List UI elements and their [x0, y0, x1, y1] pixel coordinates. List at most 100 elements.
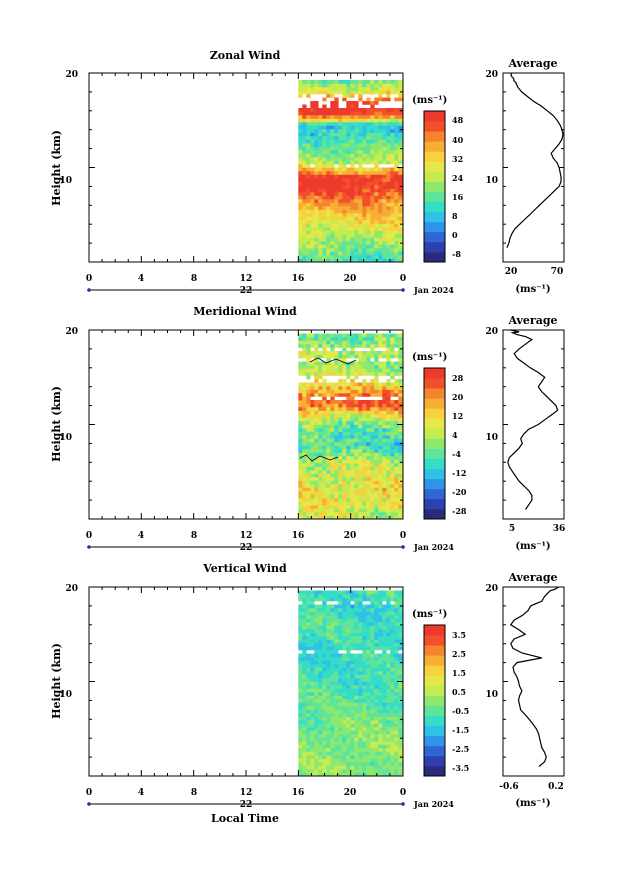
heatmap-cell	[342, 354, 347, 359]
heatmap-cell	[382, 452, 387, 457]
heatmap-cell	[342, 97, 347, 102]
heatmap-cell	[362, 758, 367, 763]
heatmap-cell	[358, 477, 363, 481]
heatmap-cell	[362, 709, 367, 714]
heatmap-cell	[382, 473, 387, 478]
heatmap-cell	[350, 688, 355, 693]
heatmap-cell	[374, 424, 379, 429]
heatmap-cell	[330, 255, 335, 259]
heatmap-cell	[382, 737, 387, 742]
heatmap-cell	[326, 456, 331, 460]
heatmap-cell	[354, 372, 359, 376]
heatmap-cell	[370, 685, 375, 689]
heatmap-cell	[350, 192, 355, 196]
heatmap-cell	[322, 379, 327, 383]
heatmap-cell	[366, 590, 371, 595]
meridional-avg-ytick-20: 20	[485, 327, 498, 337]
heatmap-cell	[334, 473, 339, 478]
heatmap-cell	[398, 622, 403, 626]
heatmap-cell	[390, 748, 395, 752]
heatmap-cell	[362, 449, 367, 453]
heatmap-cell	[394, 723, 399, 728]
heatmap-cell	[390, 699, 395, 703]
heatmap-cell	[334, 393, 339, 397]
heatmap-cell	[354, 491, 359, 495]
meridional-avg-ytick-10: 10	[485, 433, 498, 443]
heatmap-cell	[322, 445, 327, 450]
heatmap-cell	[302, 185, 307, 189]
heatmap-cell	[322, 494, 327, 499]
heatmap-cell	[362, 178, 367, 182]
heatmap-cell	[306, 164, 311, 168]
heatmap-cell	[366, 115, 371, 119]
heatmap-cell	[334, 414, 339, 418]
heatmap-cell	[382, 87, 387, 91]
heatmap-cell	[386, 171, 391, 175]
heatmap-cell	[354, 459, 359, 464]
heatmap-cell	[346, 646, 351, 651]
heatmap-cell	[322, 129, 327, 133]
heatmap-cell	[390, 737, 395, 742]
heatmap-cell	[306, 463, 311, 467]
heatmap-cell	[322, 650, 327, 654]
heatmap-cell	[338, 125, 343, 130]
heatmap-cell	[382, 213, 387, 217]
heatmap-cell	[322, 230, 327, 235]
heatmap-cell	[350, 421, 355, 425]
heatmap-cell	[306, 438, 311, 443]
heatmap-cell	[322, 608, 327, 612]
heatmap-cell	[330, 755, 335, 759]
heatmap-cell	[386, 344, 391, 348]
heatmap-cell	[358, 407, 363, 411]
heatmap-cell	[306, 80, 311, 84]
heatmap-cell	[302, 382, 307, 387]
heatmap-cell	[310, 632, 315, 637]
heatmap-cell	[350, 463, 355, 467]
heatmap-cell	[310, 674, 315, 679]
heatmap-cell	[378, 674, 383, 679]
heatmap-cell	[398, 653, 403, 658]
heatmap-cell	[338, 90, 343, 95]
heatmap-cell	[302, 167, 307, 172]
heatmap-cell	[334, 209, 339, 214]
heatmap-cell	[370, 337, 375, 341]
heatmap-cell	[354, 199, 359, 203]
heatmap-cell	[310, 744, 315, 749]
heatmap-cell	[398, 379, 403, 383]
heatmap-cell	[326, 515, 331, 520]
heatmap-cell	[318, 199, 323, 203]
heatmap-cell	[358, 688, 363, 693]
heatmap-cell	[394, 209, 399, 214]
heatmap-cell	[398, 685, 403, 689]
heatmap-cell	[362, 611, 367, 616]
heatmap-cell	[366, 713, 371, 717]
heatmap-cell	[378, 83, 383, 88]
heatmap-cell	[310, 185, 315, 189]
heatmap-cell	[354, 473, 359, 478]
heatmap-cell	[314, 667, 319, 672]
heatmap-cell	[366, 192, 371, 196]
heatmap-cell	[378, 241, 383, 245]
heatmap-cell	[310, 424, 315, 429]
heatmap-cell	[378, 765, 383, 770]
colorbar-swatch	[424, 635, 445, 646]
heatmap-cell	[390, 209, 395, 214]
heatmap-cell	[306, 601, 311, 605]
heatmap-cell	[382, 431, 387, 436]
heatmap-cell	[302, 459, 307, 464]
heatmap-cell	[346, 431, 351, 436]
heatmap-cell	[382, 505, 387, 509]
heatmap-cell	[322, 111, 327, 116]
heatmap-cell	[350, 410, 355, 415]
heatmap-cell	[398, 748, 403, 752]
heatmap-cell	[306, 365, 311, 369]
heatmap-cell	[310, 421, 315, 425]
heatmap-cell	[310, 720, 315, 724]
heatmap-cell	[342, 150, 347, 154]
heatmap-cell	[326, 421, 331, 425]
heatmap-cell	[326, 333, 331, 338]
heatmap-cell	[362, 618, 367, 623]
heatmap-cell	[398, 445, 403, 450]
heatmap-cell	[330, 491, 335, 495]
heatmap-cell	[322, 643, 327, 647]
